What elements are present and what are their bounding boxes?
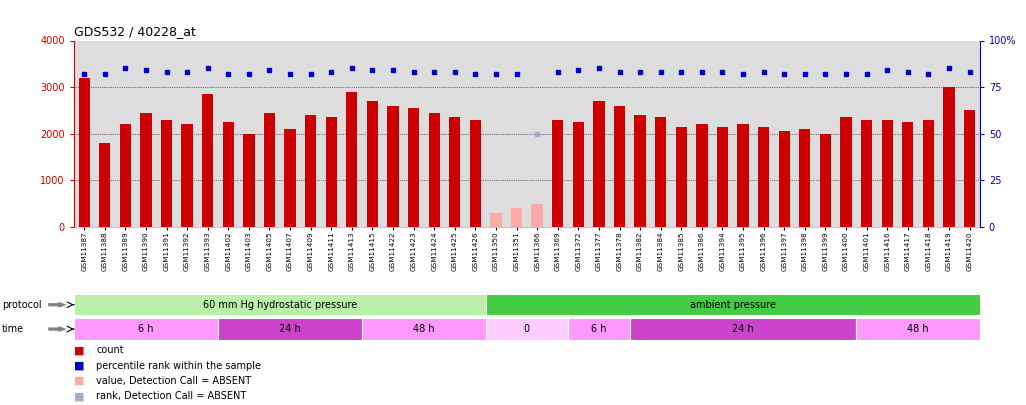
Bar [346, 92, 357, 227]
Bar [779, 131, 790, 227]
Bar [449, 117, 461, 227]
Text: ■: ■ [74, 345, 84, 355]
Bar [630, 318, 857, 340]
Bar [857, 318, 980, 340]
Bar [100, 143, 111, 227]
Bar [943, 87, 954, 227]
Bar [202, 94, 213, 227]
Bar [697, 124, 708, 227]
Bar [141, 113, 152, 227]
Bar [243, 134, 254, 227]
Bar [573, 122, 584, 227]
Bar [963, 110, 975, 227]
Bar [738, 124, 749, 227]
Text: 6 h: 6 h [591, 324, 606, 334]
Bar [490, 213, 502, 227]
Bar [223, 122, 234, 227]
Bar [568, 318, 630, 340]
Text: 24 h: 24 h [733, 324, 754, 334]
Bar [388, 106, 399, 227]
Bar [861, 120, 872, 227]
Bar [470, 120, 481, 227]
Bar [531, 203, 543, 227]
Bar [485, 294, 980, 315]
Text: ■: ■ [74, 392, 84, 401]
Bar [655, 117, 666, 227]
Bar [799, 129, 811, 227]
Bar [79, 78, 90, 227]
Bar [218, 318, 362, 340]
Bar [552, 120, 563, 227]
Bar [758, 127, 770, 227]
Text: time: time [2, 324, 25, 334]
Bar [264, 113, 275, 227]
Text: 60 mm Hg hydrostatic pressure: 60 mm Hg hydrostatic pressure [203, 300, 357, 310]
Bar [614, 106, 625, 227]
Text: 48 h: 48 h [907, 324, 929, 334]
Bar [305, 115, 316, 227]
Bar [820, 134, 831, 227]
Text: count: count [96, 345, 124, 355]
Bar [325, 117, 337, 227]
Text: ■: ■ [74, 361, 84, 371]
Bar [922, 120, 934, 227]
Bar [74, 318, 218, 340]
Bar [408, 108, 420, 227]
Bar [675, 127, 687, 227]
Bar [120, 124, 131, 227]
Bar [182, 124, 193, 227]
Text: protocol: protocol [2, 300, 42, 310]
Bar [161, 120, 172, 227]
Bar [366, 101, 379, 227]
Bar [840, 117, 852, 227]
Bar [362, 318, 485, 340]
Text: 0: 0 [524, 324, 529, 334]
Bar [485, 318, 568, 340]
Bar [74, 294, 485, 315]
Text: ambient pressure: ambient pressure [689, 300, 776, 310]
Bar [717, 127, 728, 227]
Text: 6 h: 6 h [139, 324, 154, 334]
Bar [593, 101, 604, 227]
Bar [284, 129, 295, 227]
Text: rank, Detection Call = ABSENT: rank, Detection Call = ABSENT [96, 392, 246, 401]
Text: 24 h: 24 h [279, 324, 301, 334]
Bar [429, 113, 440, 227]
Text: percentile rank within the sample: percentile rank within the sample [96, 361, 262, 371]
Bar [881, 120, 893, 227]
Text: ■: ■ [74, 376, 84, 386]
Bar [902, 122, 913, 227]
Text: GDS532 / 40228_at: GDS532 / 40228_at [74, 25, 196, 38]
Bar [511, 208, 522, 227]
Text: 48 h: 48 h [413, 324, 435, 334]
Bar [634, 115, 645, 227]
Text: value, Detection Call = ABSENT: value, Detection Call = ABSENT [96, 376, 251, 386]
